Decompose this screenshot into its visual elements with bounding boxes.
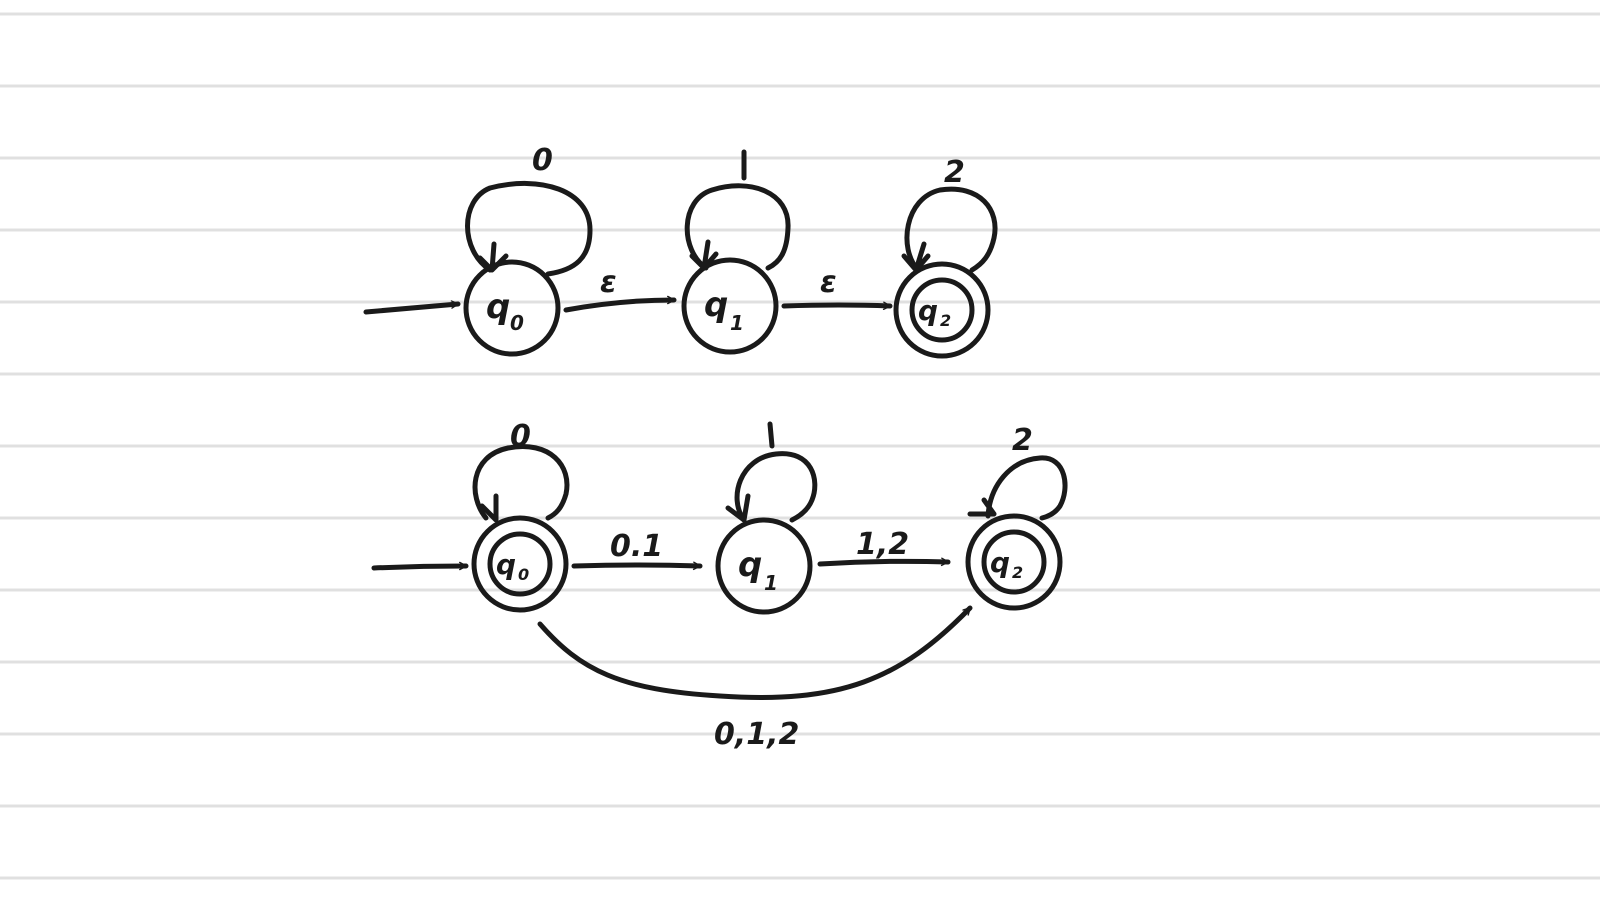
self-loop-q2 [985, 455, 1068, 521]
state-q0: q 0 [471, 515, 569, 613]
transition-q0-q1 [563, 295, 677, 313]
self-loop-arrow [477, 241, 509, 273]
start-arrow [363, 300, 461, 315]
state-subscript: 2 [940, 311, 951, 330]
self-loop-q1 [734, 451, 818, 523]
transition-q0-q2 [537, 605, 973, 700]
state-circle-outer [965, 513, 1063, 611]
state-q2: q 2 [893, 261, 991, 359]
self-loop-arrow [967, 497, 997, 517]
state-circle [463, 259, 561, 357]
state-label: q [738, 545, 762, 585]
state-subscript: 1 [730, 311, 744, 335]
state-q0: q 0 [463, 259, 561, 357]
ruled-lines [0, 12, 1600, 880]
transition-q1-q2 [781, 301, 893, 311]
self-loop-arrow [725, 493, 751, 523]
automaton-top: q 0 0 ε q 1 1 ε q 2 [363, 143, 998, 359]
state-circle-inner [981, 529, 1047, 595]
edge-label: ε [820, 265, 837, 300]
state-circle-outer [471, 515, 569, 613]
transition-q0-q1 [571, 561, 703, 571]
self-loop-q2 [904, 186, 998, 273]
edge-label: 0.1 [610, 529, 663, 564]
loop-label: 2 [944, 155, 965, 190]
state-circle-outer [893, 261, 991, 359]
self-loop-q0 [465, 180, 593, 277]
edge-label: 1,2 [856, 527, 909, 562]
state-subscript: 0 [510, 311, 524, 335]
state-circle-inner [487, 531, 553, 597]
self-loop-arrow [479, 493, 499, 523]
state-circle [715, 517, 813, 615]
self-loop-arrow [689, 239, 719, 271]
edge-label: ε [600, 265, 617, 300]
start-arrow [371, 561, 469, 571]
state-label: q [486, 287, 510, 327]
self-loop-q0 [472, 444, 570, 521]
state-subscript: 0 [518, 565, 529, 584]
state-q1: q 1 [681, 257, 779, 355]
state-q1: q 1 [715, 517, 813, 615]
loop-label: 0 [532, 143, 553, 178]
self-loop-arrow [901, 241, 931, 273]
edge-label: 0,1,2 [714, 717, 799, 752]
loop-label: 2 [1012, 423, 1033, 458]
state-q2: q 2 [965, 513, 1063, 611]
transition-q1-q2 [817, 557, 951, 567]
loop-label-mark [767, 421, 775, 449]
self-loop-q1 [684, 183, 791, 271]
state-label: q [990, 546, 1010, 579]
state-subscript: 2 [1012, 563, 1023, 582]
automaton-bottom: q 0 0 0.1 q 1 1 1,2 q 2 [371, 419, 1068, 752]
state-label: q [918, 294, 938, 327]
state-label: q [496, 548, 516, 581]
loop-label: 0 [510, 419, 531, 454]
state-circle-inner [909, 277, 975, 343]
state-subscript: 1 [764, 571, 778, 595]
state-label: q [704, 285, 728, 325]
state-circle [681, 257, 779, 355]
